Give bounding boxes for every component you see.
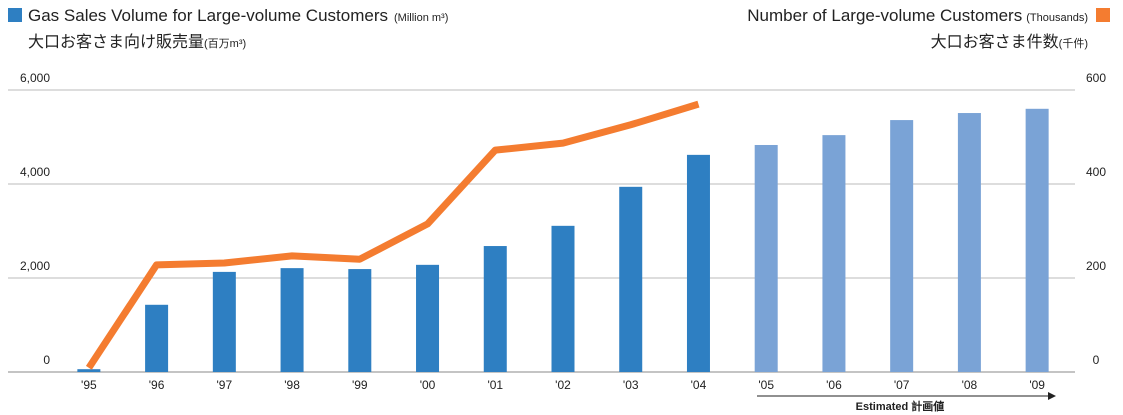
bar bbox=[619, 186, 643, 372]
title: Gas Sales Volume for Large-volume Custom… bbox=[28, 6, 388, 25]
y2-tick-label: 0 bbox=[1093, 353, 1100, 367]
x-tick-label: '03 bbox=[623, 378, 639, 392]
annotation: Estimated 計画値 bbox=[856, 399, 945, 413]
title: Number of Large-volume Customers bbox=[747, 6, 1022, 25]
line bbox=[85, 100, 700, 370]
bar bbox=[957, 113, 981, 372]
bar bbox=[754, 144, 778, 372]
bar bbox=[483, 246, 507, 372]
x-tick-label: '99 bbox=[352, 378, 368, 392]
left-title: Gas Sales Volume for Large-volume Custom… bbox=[28, 6, 448, 25]
subunit: (百万m³) bbox=[204, 38, 246, 50]
y2-tick-label: 400 bbox=[1086, 165, 1106, 179]
subtitle: 大口お客さま件数 bbox=[931, 33, 1059, 51]
bar bbox=[212, 271, 236, 372]
left-subtitle: 大口お客さま向け販売量(百万m³) bbox=[28, 33, 246, 51]
arrow-head bbox=[1048, 392, 1056, 400]
x-tick-label: '05 bbox=[758, 378, 774, 392]
bar bbox=[822, 135, 846, 372]
x-tick-label: '08 bbox=[962, 378, 978, 392]
y-tick-label: 0 bbox=[43, 353, 50, 367]
bar bbox=[1025, 108, 1049, 373]
bar bbox=[890, 120, 914, 372]
x-tick-label: '98 bbox=[284, 378, 300, 392]
bar bbox=[348, 269, 372, 372]
y2-tick-label: 600 bbox=[1086, 71, 1106, 85]
bar bbox=[551, 225, 575, 372]
bar bbox=[280, 268, 304, 372]
subtitle: 大口お客さま向け販売量 bbox=[28, 33, 204, 51]
x-tick-label: '06 bbox=[826, 378, 842, 392]
x-tick-label: '02 bbox=[555, 378, 571, 392]
y-tick-label: 6,000 bbox=[20, 71, 50, 85]
unit: (Thousands) bbox=[1026, 12, 1088, 24]
legend-swatch-left bbox=[8, 8, 22, 22]
right-title: Number of Large-volume Customers (Thousan… bbox=[747, 6, 1088, 25]
x-tick-label: '04 bbox=[691, 378, 707, 392]
y2-tick-label: 200 bbox=[1086, 259, 1106, 273]
x-tick-label: '96 bbox=[149, 378, 165, 392]
y-tick-label: 4,000 bbox=[20, 165, 50, 179]
bar bbox=[686, 154, 710, 372]
x-tick-label: '97 bbox=[217, 378, 233, 392]
x-tick-label: '09 bbox=[1029, 378, 1045, 392]
subunit: (千件) bbox=[1059, 37, 1088, 50]
x-tick-label: '01 bbox=[487, 378, 503, 392]
y-tick-label: 2,000 bbox=[20, 259, 50, 273]
unit: (Million m³) bbox=[394, 12, 448, 24]
x-tick-label: '00 bbox=[420, 378, 436, 392]
legend-swatch-right bbox=[1096, 8, 1110, 22]
x-tick-label: '07 bbox=[894, 378, 910, 392]
right-subtitle: 大口お客さま件数(千件) bbox=[931, 33, 1088, 51]
bar bbox=[145, 304, 169, 372]
bar bbox=[77, 369, 101, 372]
x-tick-label: '95 bbox=[81, 378, 97, 392]
bar bbox=[416, 264, 440, 372]
